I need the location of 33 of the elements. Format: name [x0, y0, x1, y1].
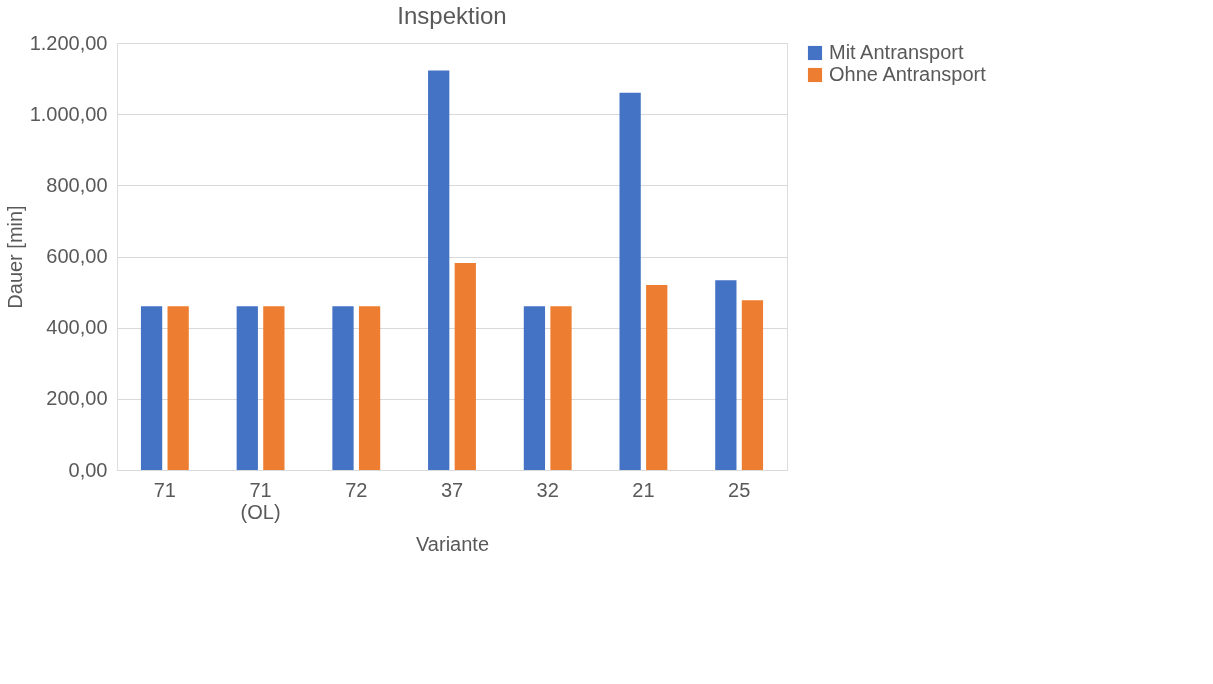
bar	[646, 284, 668, 470]
y-tick-label: 800,00	[46, 173, 108, 196]
bar	[550, 306, 572, 470]
y-axis-title: Dauer [min]	[3, 205, 26, 309]
x-axis-title: Variante	[415, 532, 490, 555]
x-tick-label: 32	[536, 478, 559, 501]
bar	[332, 306, 354, 470]
x-tick-label: 71 (OL)	[240, 478, 281, 523]
bar	[358, 306, 381, 470]
bar	[236, 306, 258, 470]
bar	[741, 300, 764, 470]
bar	[167, 306, 189, 470]
bar	[454, 262, 476, 470]
y-tick-label: 1.000,00	[29, 102, 108, 125]
bar	[140, 306, 163, 470]
y-tick-label: 0,00	[68, 458, 108, 481]
y-tick-label: 400,00	[46, 316, 108, 339]
legend-label: Ohne Antransport	[829, 63, 987, 85]
y-tick-label: 1.200,00	[29, 31, 108, 54]
bar	[263, 306, 285, 470]
bar	[715, 280, 737, 470]
x-tick-label: 21	[632, 478, 655, 501]
y-tick-label: 600,00	[46, 245, 108, 267]
legend-label: Mit Antransport	[829, 41, 964, 63]
bar	[523, 306, 546, 470]
x-tick-label: 72	[345, 478, 368, 501]
x-tick-label: 25	[728, 478, 751, 501]
bar	[619, 92, 641, 470]
x-tick-label: 71	[153, 478, 176, 501]
y-tick-label: 200,00	[46, 387, 108, 410]
bar	[428, 70, 450, 470]
x-tick-label: 37	[440, 478, 464, 501]
chart-title: Inspektion	[397, 2, 507, 29]
